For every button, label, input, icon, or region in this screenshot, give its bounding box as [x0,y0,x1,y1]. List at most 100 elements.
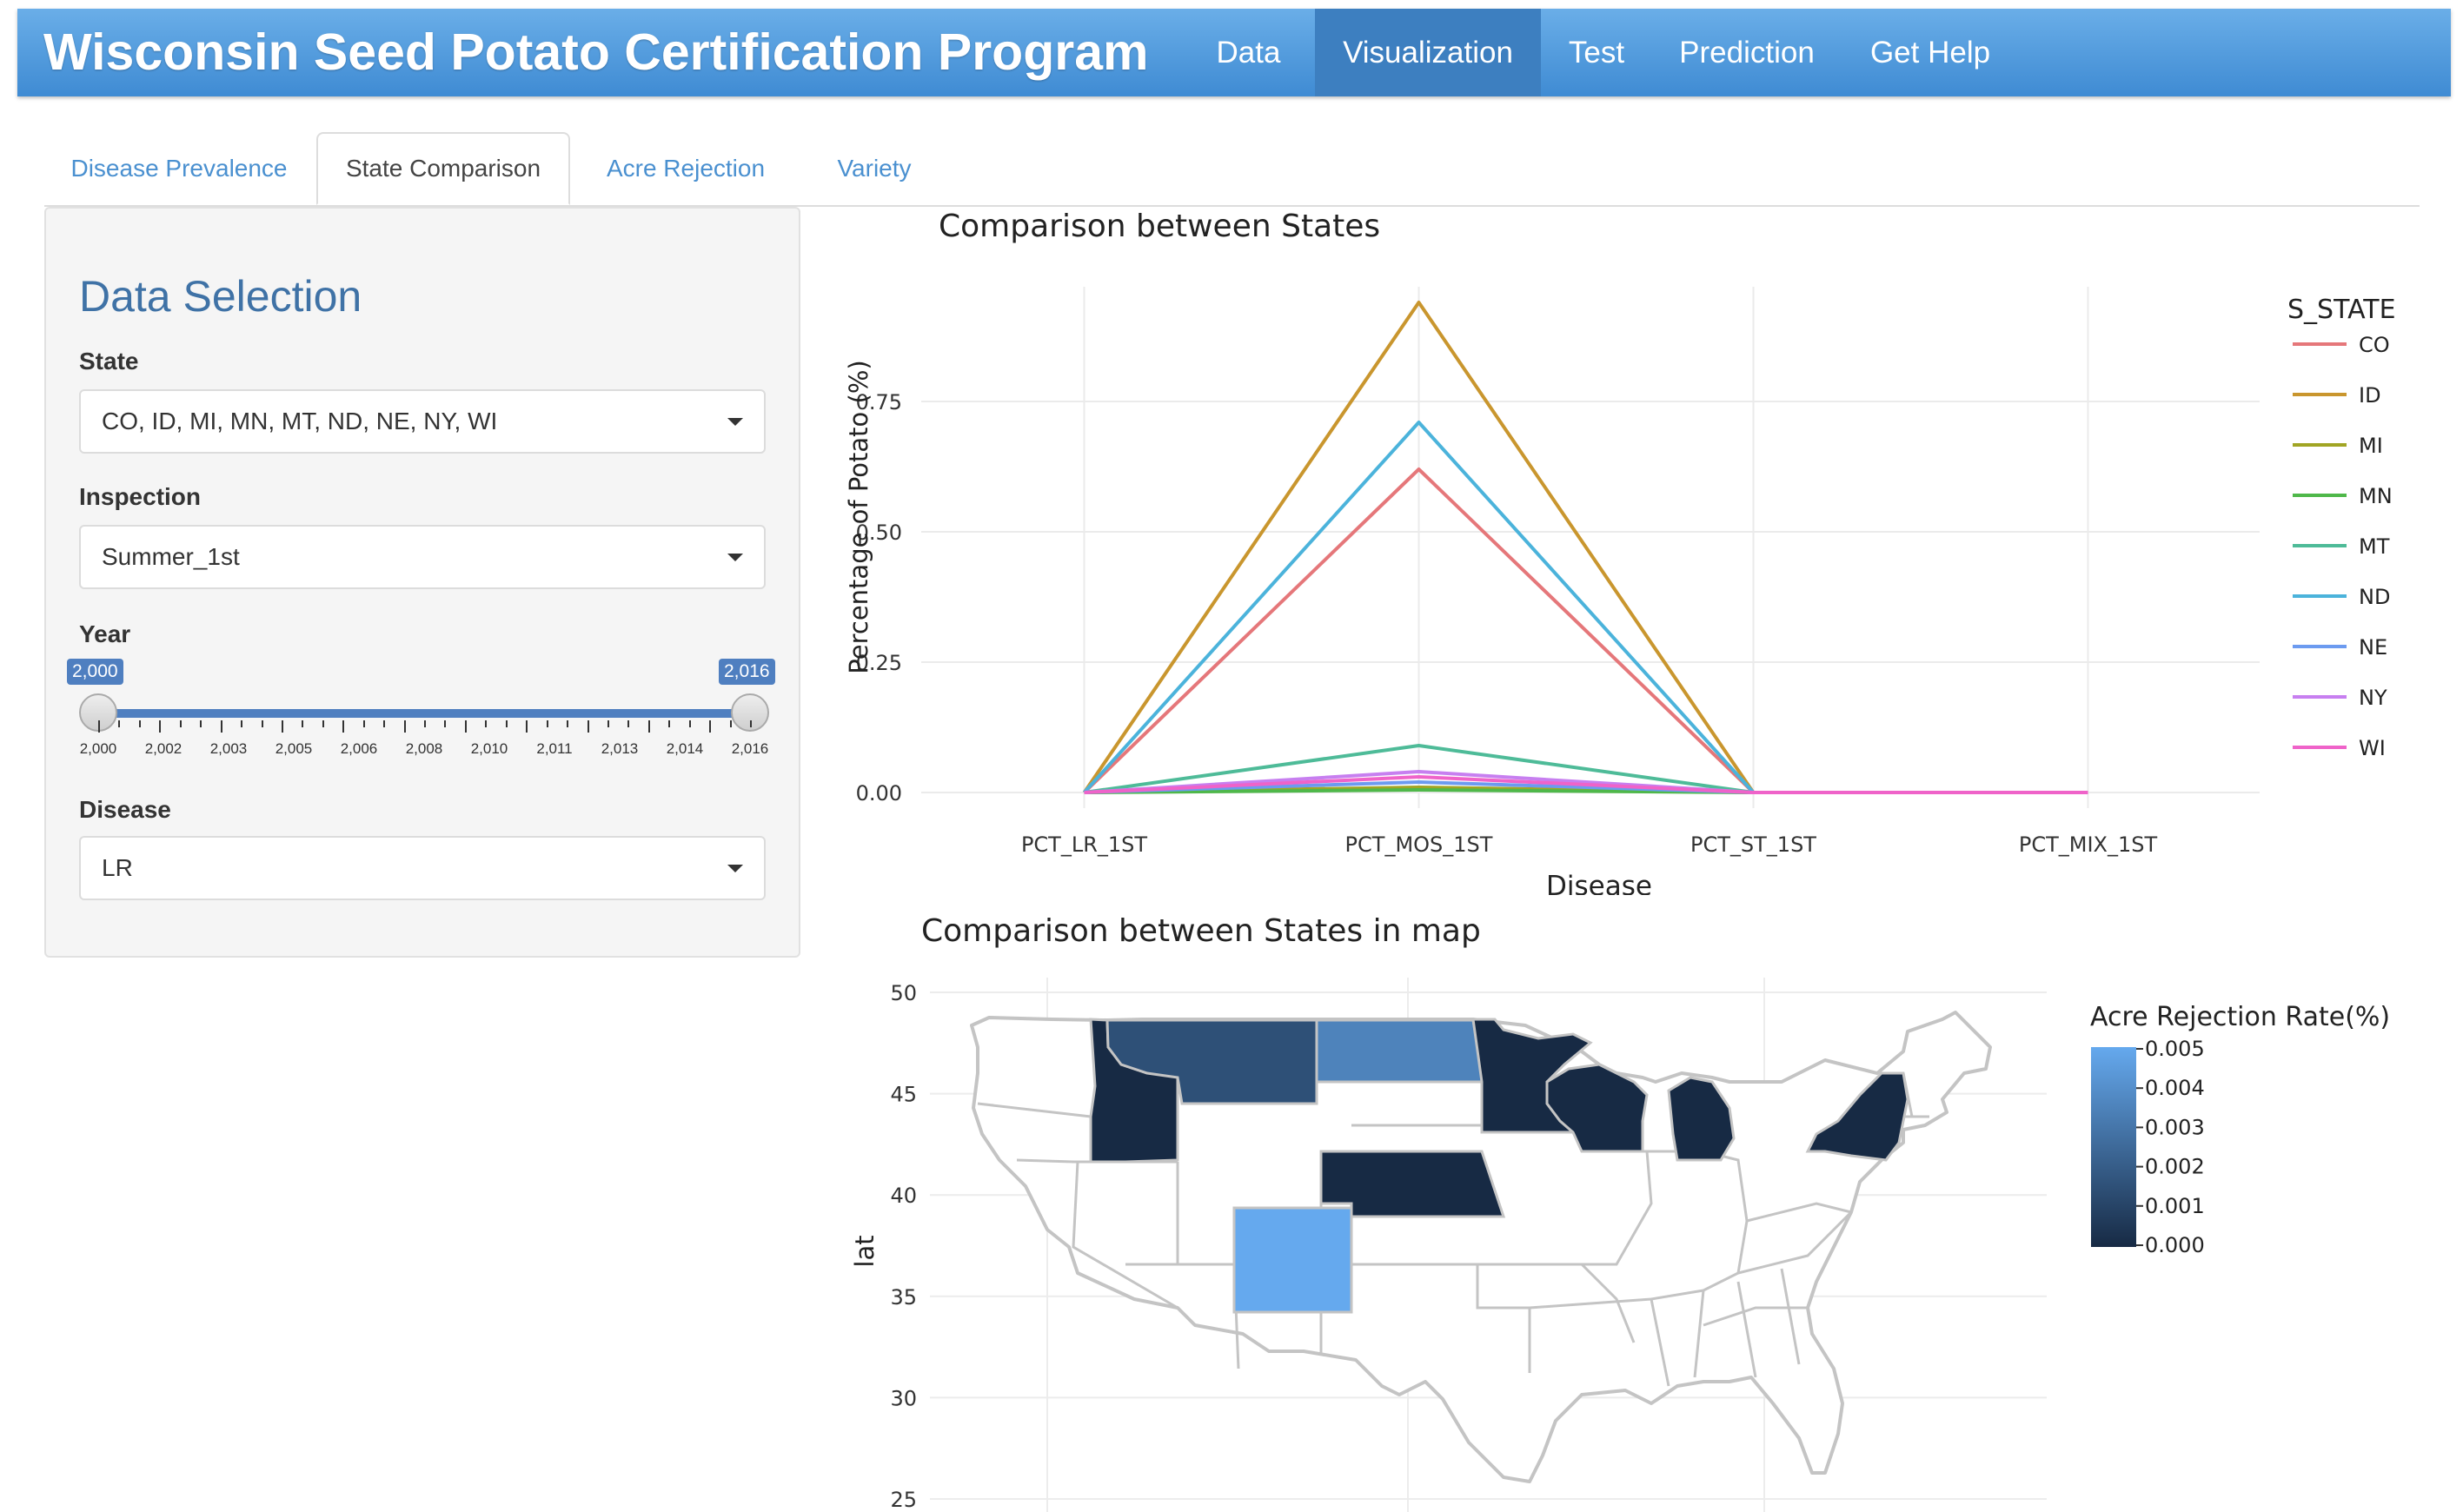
x-tick-label: PCT_LR_1ST [1021,832,1147,857]
colorbar-tick-label: 0.002 [2145,1155,2205,1179]
legend-label: NY [2359,686,2387,710]
slider-tick [424,720,426,727]
slider-tick [403,720,406,733]
nav-item-test[interactable]: Test [1568,36,1625,70]
chart-title: Comparison between States [939,209,1380,244]
y-axis-ticks: 0.00 0.25 0.50 0.75 [856,390,902,806]
lat-tick-label: 45 [890,1083,917,1107]
legend-title: S_STATE [2287,295,2396,325]
colorbar-tick-label: 0.004 [2145,1076,2205,1100]
colorbar-tick-label: 0.000 [2145,1233,2205,1257]
slider-tick-label: 2,014 [666,740,704,757]
y-axis-label: Percentage of Potato (%) [844,360,873,673]
nav-item-get-help[interactable]: Get Help [1869,36,1991,70]
inspection-label: Inspection [79,483,202,510]
legend-label: MN [2359,484,2393,508]
navbar: Wisconsin Seed Potato Certification Prog… [17,9,2451,96]
y-tick-label: 0.75 [856,390,902,414]
slider-tick-label: 2,006 [340,740,378,757]
lat-axis-label: lat [850,1235,880,1267]
slider-tick [526,720,528,733]
slider-tick [179,720,182,727]
state-ne[interactable] [1319,1150,1506,1218]
chart-legend[interactable]: CO ID MI MN MT ND NE NY WI [2293,333,2393,760]
panel-heading: Data Selection [79,272,362,321]
legend-label: MI [2359,434,2383,458]
slider-tick [647,720,650,733]
year-slider-range[interactable] [98,709,750,718]
map-title: Comparison between States in map [921,913,1481,949]
series-line-id[interactable] [1082,301,1756,794]
legend-item-co[interactable]: CO [2293,333,2390,357]
slider-tick-label: 2,003 [209,740,248,757]
year-max-bubble: 2,016 [719,659,775,685]
nav-item-prediction[interactable]: Prediction [1679,36,1815,70]
colorbar-tick-label: 0.001 [2145,1194,2205,1218]
slider-tick [444,720,447,727]
slider-tick [362,720,365,727]
state-select[interactable]: CO, ID, MI, MN, MT, ND, NE, NY, WI [79,389,766,454]
series-line-wi[interactable] [1084,775,2088,794]
year-label: Year [79,620,131,647]
series-line-mn[interactable] [1084,788,1754,794]
us-outline [970,1011,1992,1483]
series-line-mt[interactable] [1084,744,1754,794]
inspection-select[interactable]: Summer_1st [79,525,766,589]
x-tick-label: PCT_MOS_1ST [1345,832,1493,857]
legend-label: ND [2359,585,2390,609]
slider-tick [546,720,548,727]
legend-item-nd[interactable]: ND [2293,585,2390,609]
tab-acre-rejection[interactable]: Acre Rejection [606,155,766,182]
slider-tick [241,720,243,727]
slider-tick-label: 2,010 [470,740,508,757]
chart-series [1082,301,2088,794]
slider-tick [200,720,202,727]
state-ny[interactable] [1805,1071,1909,1162]
lat-tick-label: 25 [890,1488,917,1512]
tab-disease-prevalence[interactable]: Disease Prevalence [70,155,288,182]
legend-item-wi[interactable]: WI [2293,736,2386,760]
series-line-co[interactable] [1083,468,1755,794]
nav-item-visualization[interactable]: Visualization [1315,9,1541,96]
legend-item-id[interactable]: ID [2293,383,2381,408]
disease-select-value: LR [102,854,133,881]
slider-tick [302,720,304,727]
tab-bar: Disease Prevalence State Comparison Acre… [44,132,2420,207]
state-label: State [79,348,139,375]
slider-tick [587,720,589,733]
state-wi[interactable] [1545,1063,1649,1153]
chevron-down-icon [727,554,743,561]
legend-item-ne[interactable]: NE [2293,635,2387,660]
slider-tick [383,720,386,727]
slider-tick [220,720,222,733]
legend-item-mi[interactable]: MI [2293,434,2383,458]
legend-label: MT [2359,534,2390,559]
state-mi[interactable] [1667,1076,1736,1162]
tab-variety[interactable]: Variety [837,155,912,182]
colorbar [2091,1047,2136,1247]
lat-tick-label: 50 [890,981,917,1005]
state-nd[interactable] [1315,1018,1484,1084]
legend-item-ny[interactable]: NY [2293,686,2387,710]
state-comparison-map: Comparison between States in map 25 30 35 4… [850,913,2390,1512]
state-co[interactable] [1232,1206,1353,1314]
slider-tick-label: 2,002 [144,740,183,757]
slider-tick [98,720,100,733]
series-line-nd[interactable] [1083,421,1755,794]
nav-item-data[interactable]: Data [1216,36,1281,70]
slider-tick-label: 2,013 [601,740,639,757]
disease-select[interactable]: LR [79,836,766,900]
legend-item-mt[interactable]: MT [2293,534,2390,559]
slider-tick [729,720,732,727]
tab-state-comparison[interactable]: State Comparison [316,132,570,205]
y-tick-label: 0.25 [856,651,902,675]
colorbar-tick-label: 0.003 [2145,1115,2205,1139]
slider-tick [709,720,712,733]
x-tick-label: PCT_MIX_1ST [2019,832,2158,857]
lat-axis-ticks: 25 30 35 40 45 50 [890,981,917,1512]
map-states[interactable] [1089,1018,1909,1314]
app-title[interactable]: Wisconsin Seed Potato Certification Prog… [43,23,1149,81]
slider-tick [627,720,630,727]
slider-tick [750,720,752,727]
legend-item-mn[interactable]: MN [2293,484,2393,508]
